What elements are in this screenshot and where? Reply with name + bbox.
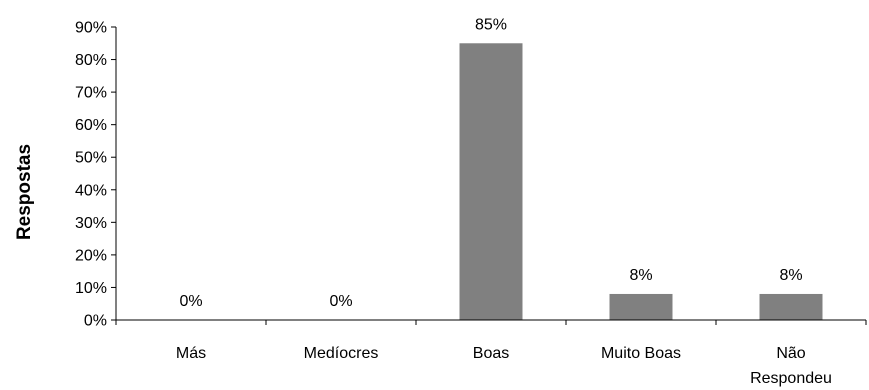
data-label: 8% bbox=[779, 267, 802, 284]
data-labels: 0% 0% 85% 8% 8% bbox=[179, 16, 802, 310]
bars bbox=[459, 43, 823, 321]
category-label: Más bbox=[176, 345, 206, 362]
y-tick-label: 40% bbox=[75, 182, 107, 199]
category-labels: Más Medíocres Boas Muito Boas Não Respondeu bbox=[176, 345, 832, 387]
y-tick-label: 60% bbox=[75, 117, 107, 134]
y-tick-label: 70% bbox=[75, 85, 107, 102]
bar bbox=[609, 293, 673, 320]
y-tick-label: 10% bbox=[75, 280, 107, 297]
x-axis-ticks bbox=[115, 320, 867, 325]
data-label: 0% bbox=[179, 293, 202, 310]
category-label: Muito Boas bbox=[601, 345, 681, 362]
category-label: Medíocres bbox=[304, 345, 379, 362]
y-tick-label: 50% bbox=[75, 150, 107, 167]
y-tick-label: 30% bbox=[75, 215, 107, 232]
bar bbox=[759, 293, 823, 320]
data-label: 85% bbox=[475, 16, 507, 33]
data-label: 0% bbox=[329, 293, 352, 310]
category-label: Não Respondeu bbox=[750, 345, 832, 387]
y-axis-title: Respostas bbox=[14, 144, 35, 240]
category-label: Boas bbox=[473, 345, 509, 362]
y-tick-label: 80% bbox=[75, 52, 107, 69]
y-tick-label: 90% bbox=[75, 20, 107, 37]
y-tick-label: 0% bbox=[84, 313, 107, 330]
y-tick-label: 20% bbox=[75, 247, 107, 264]
y-axis-ticks: 0% 10% 20% 30% 40% 50% 60% 70% 80% 90% bbox=[75, 20, 116, 330]
bar bbox=[459, 43, 523, 321]
data-label: 8% bbox=[629, 267, 652, 284]
